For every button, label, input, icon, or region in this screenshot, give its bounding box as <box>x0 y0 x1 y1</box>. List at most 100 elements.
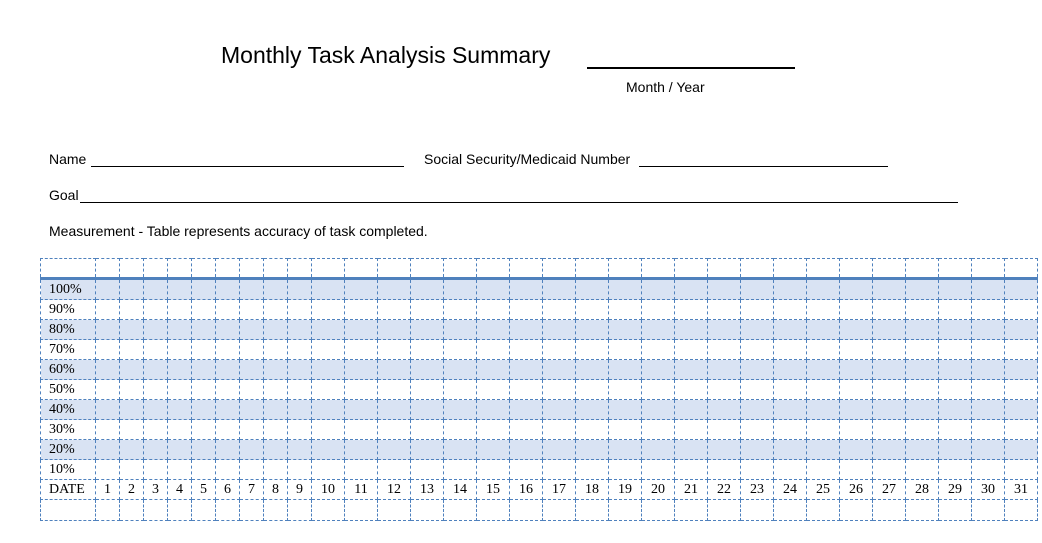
grid-cell[interactable] <box>773 419 807 440</box>
grid-cell[interactable] <box>971 379 1005 400</box>
grid-cell[interactable] <box>674 439 708 460</box>
grid-cell[interactable] <box>287 399 312 420</box>
grid-cell[interactable] <box>215 278 240 300</box>
grid-cell[interactable] <box>575 359 609 380</box>
grid-cell[interactable] <box>707 379 741 400</box>
grid-cell[interactable] <box>707 278 741 300</box>
grid-cell[interactable] <box>410 339 444 360</box>
grid-cell[interactable] <box>938 299 972 320</box>
grid-cell[interactable] <box>287 339 312 360</box>
grid-cell[interactable] <box>872 459 906 480</box>
grid-cell[interactable] <box>872 439 906 460</box>
grid-cell[interactable] <box>608 359 642 380</box>
grid-header-cell[interactable] <box>938 258 972 280</box>
grid-cell[interactable] <box>311 299 345 320</box>
grid-cell[interactable] <box>143 339 168 360</box>
grid-footer-cell[interactable] <box>839 499 873 521</box>
grid-cell[interactable] <box>410 459 444 480</box>
grid-cell[interactable] <box>95 278 120 300</box>
grid-cell[interactable] <box>740 439 774 460</box>
grid-cell[interactable] <box>215 319 240 340</box>
grid-cell[interactable] <box>239 419 264 440</box>
grid-header-cell[interactable] <box>263 258 288 280</box>
grid-footer-cell[interactable] <box>542 499 576 521</box>
grid-cell[interactable] <box>95 299 120 320</box>
grid-cell[interactable] <box>542 439 576 460</box>
grid-cell[interactable] <box>476 319 510 340</box>
grid-cell[interactable] <box>608 299 642 320</box>
grid-cell[interactable] <box>509 439 543 460</box>
grid-cell[interactable] <box>938 359 972 380</box>
grid-cell[interactable] <box>608 379 642 400</box>
grid-cell[interactable] <box>119 399 144 420</box>
grid-cell[interactable] <box>95 399 120 420</box>
grid-cell[interactable] <box>542 399 576 420</box>
grid-cell[interactable] <box>641 319 675 340</box>
grid-cell[interactable] <box>938 439 972 460</box>
grid-cell[interactable] <box>344 299 378 320</box>
grid-cell[interactable] <box>905 359 939 380</box>
grid-footer-cell[interactable] <box>806 499 840 521</box>
grid-cell[interactable] <box>191 299 216 320</box>
grid-cell[interactable] <box>674 278 708 300</box>
grid-header-cell[interactable] <box>95 258 120 280</box>
grid-cell[interactable] <box>542 379 576 400</box>
grid-cell[interactable] <box>476 459 510 480</box>
grid-cell[interactable] <box>674 459 708 480</box>
name-field[interactable] <box>91 166 404 167</box>
grid-cell[interactable] <box>287 299 312 320</box>
grid-footer-cell[interactable] <box>872 499 906 521</box>
grid-cell[interactable] <box>740 339 774 360</box>
grid-cell[interactable] <box>287 278 312 300</box>
grid-cell[interactable] <box>143 439 168 460</box>
grid-footer-cell[interactable] <box>311 499 345 521</box>
grid-cell[interactable] <box>707 359 741 380</box>
grid-footer-cell[interactable] <box>971 499 1005 521</box>
grid-footer-cell[interactable] <box>443 499 477 521</box>
grid-footer-cell[interactable] <box>119 499 144 521</box>
grid-cell[interactable] <box>509 379 543 400</box>
grid-cell[interactable] <box>839 299 873 320</box>
grid-header-cell[interactable] <box>143 258 168 280</box>
grid-cell[interactable] <box>971 359 1005 380</box>
grid-cell[interactable] <box>509 419 543 440</box>
grid-cell[interactable] <box>641 399 675 420</box>
grid-cell[interactable] <box>542 278 576 300</box>
grid-cell[interactable] <box>263 459 288 480</box>
grid-cell[interactable] <box>641 379 675 400</box>
grid-header-cell[interactable] <box>191 258 216 280</box>
grid-cell[interactable] <box>344 379 378 400</box>
grid-cell[interactable] <box>287 379 312 400</box>
grid-cell[interactable] <box>311 339 345 360</box>
grid-cell[interactable] <box>143 319 168 340</box>
grid-cell[interactable] <box>1004 359 1038 380</box>
grid-cell[interactable] <box>311 399 345 420</box>
grid-cell[interactable] <box>239 319 264 340</box>
grid-header-cell[interactable] <box>641 258 675 280</box>
grid-cell[interactable] <box>443 359 477 380</box>
grid-cell[interactable] <box>344 359 378 380</box>
grid-cell[interactable] <box>239 359 264 380</box>
grid-cell[interactable] <box>839 359 873 380</box>
grid-cell[interactable] <box>740 399 774 420</box>
grid-cell[interactable] <box>608 278 642 300</box>
grid-cell[interactable] <box>542 339 576 360</box>
grid-header-cell[interactable] <box>344 258 378 280</box>
grid-cell[interactable] <box>476 419 510 440</box>
grid-cell[interactable] <box>443 299 477 320</box>
grid-cell[interactable] <box>839 419 873 440</box>
grid-cell[interactable] <box>575 399 609 420</box>
grid-footer-cell[interactable] <box>641 499 675 521</box>
grid-cell[interactable] <box>740 379 774 400</box>
grid-cell[interactable] <box>509 278 543 300</box>
grid-footer-cell[interactable] <box>608 499 642 521</box>
grid-cell[interactable] <box>839 439 873 460</box>
grid-cell[interactable] <box>575 319 609 340</box>
grid-cell[interactable] <box>167 439 192 460</box>
grid-cell[interactable] <box>167 459 192 480</box>
grid-cell[interactable] <box>872 399 906 420</box>
grid-cell[interactable] <box>641 359 675 380</box>
grid-footer-cell[interactable] <box>377 499 411 521</box>
grid-cell[interactable] <box>905 319 939 340</box>
grid-cell[interactable] <box>476 379 510 400</box>
